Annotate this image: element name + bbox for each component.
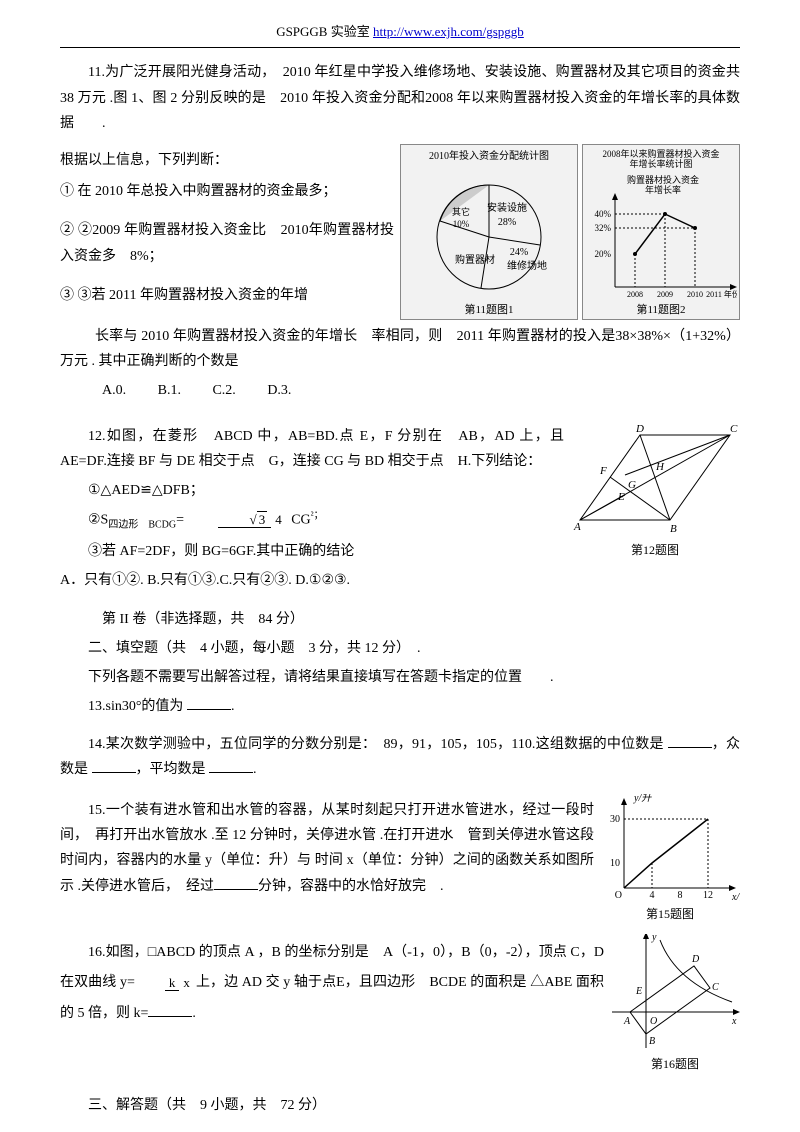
svg-text:10%: 10% (453, 219, 470, 229)
q11-text: 11.为广泛开展阳光健身活动， 2010 年红星中学投入维修场地、安装设施、购置… (60, 60, 740, 136)
svg-text:D: D (691, 954, 700, 965)
choice-A: A.0. (102, 383, 126, 398)
svg-text:10: 10 (610, 858, 620, 869)
svg-text:2011 年份: 2011 年份 (706, 289, 737, 299)
svg-text:2008: 2008 (627, 290, 643, 299)
svg-text:2008年以来购置器材投入资金: 2008年以来购置器材投入资金 (602, 148, 719, 159)
svg-text:B: B (649, 1036, 655, 1047)
svg-text:30: 30 (610, 814, 620, 825)
choice-C: C.2. (212, 383, 235, 398)
choice-B: B.1. (158, 383, 181, 398)
svg-text:购置器材投入资金: 购置器材投入资金 (627, 174, 699, 185)
line-caption: 第11题图2 (636, 302, 685, 316)
svg-text:E: E (635, 986, 642, 997)
svg-text:F: F (599, 465, 607, 477)
sec2-note: 下列各题不需要写出解答过程，请将结果直接填写在答题卡指定的位置 . (60, 665, 740, 690)
svg-text:32%: 32% (595, 223, 612, 233)
svg-text:2010: 2010 (687, 290, 703, 299)
pie-title: 2010年投入资金分配统计图 (429, 149, 549, 162)
q11-s1: ① 在 2010 年总投入中购置器材的资金最多； (60, 179, 394, 204)
q15: 15.一个装有进水管和出水管的容器，从某时刻起只打开进水管进水，经过一段时间， … (60, 794, 740, 926)
q16-figure: A B C D E O x y 第16题图 (610, 934, 740, 1076)
pie-chart-panel: 2010年投入资金分配统计图 安装设施 28% 其它 10% 24% 维修场地 … (400, 144, 578, 320)
svg-text:24%: 24% (510, 247, 528, 258)
q16-text: 16.如图，□ABCD 的顶点 A ，B 的坐标分别是 A（-1，0），B（0，… (60, 938, 604, 1030)
svg-text:A: A (623, 1016, 631, 1027)
blank (187, 696, 231, 710)
rhombus-figure: A B C D E F G H (570, 420, 740, 540)
header-link[interactable]: http://www.exjh.com/gspggb (373, 24, 524, 39)
svg-text:O: O (615, 890, 622, 901)
svg-text:x/分: x/分 (731, 891, 740, 903)
svg-text:安装设施: 安装设施 (487, 201, 527, 214)
q12: 12.如图，在菱形 ABCD 中，AB=BD.点 E，F 分别在 AB，AD 上… (60, 420, 740, 597)
svg-text:40%: 40% (595, 209, 612, 219)
q11-choices: A.0. B.1. C.2. D.3. (60, 378, 740, 403)
sec2-title: 第 II 卷（非选择题，共 84 分） (60, 607, 740, 632)
q16-graph: A B C D E O x y (610, 934, 740, 1054)
q15-figure: y/升 x/分 30 10 O 4 8 12 第15题图 (600, 794, 740, 926)
page-header: GSPGGB 实验室 http://www.exjh.com/gspggb (60, 20, 740, 48)
q11-s3b: 长率与 2010 年购置器材投入资金的年增长 率相同，则 2011 年购置器材的… (60, 324, 740, 374)
q12-opts: A．只有①②. B.只有①③.C.只有②③. D.①②③. (60, 568, 564, 593)
svg-text:C: C (712, 982, 719, 993)
q14: 14.某次数学测验中，五位同学的分数分别是： 89，91，105，105，110… (60, 732, 740, 782)
q11-intro: 根据以上信息，下列判断： (60, 148, 394, 173)
svg-text:8: 8 (678, 890, 683, 901)
svg-text:年增长率统计图: 年增长率统计图 (629, 158, 692, 169)
svg-text:维修场地: 维修场地 (507, 259, 547, 272)
svg-text:12: 12 (703, 890, 713, 901)
svg-text:O: O (650, 1016, 657, 1027)
svg-text:A: A (573, 521, 581, 533)
svg-text:28%: 28% (498, 217, 516, 228)
q15-text: 15.一个装有进水管和出水管的容器，从某时刻起只打开进水管进水，经过一段时间， … (60, 798, 594, 899)
q11-s3: ③ ③若 2011 年购置器材投入资金的年增 (60, 283, 394, 308)
line-chart: 2008年以来购置器材投入资金 年增长率统计图 购置器材投入资金 年增长率 40… (585, 147, 737, 317)
svg-text:x: x (731, 1016, 737, 1027)
svg-text:年增长率: 年增长率 (645, 184, 681, 195)
svg-text:购置器材: 购置器材 (455, 253, 495, 266)
q12-s3: ③若 AF=2DF，则 BG=6GF.其中正确的结论 (60, 539, 564, 564)
pie-caption: 第11题图1 (464, 302, 513, 316)
svg-text:C: C (730, 423, 738, 435)
svg-text:D: D (635, 423, 644, 435)
q12-caption: 第12题图 (570, 540, 740, 562)
q12-text: 12.如图，在菱形 ABCD 中，AB=BD.点 E，F 分别在 AB，AD 上… (60, 424, 564, 474)
svg-text:2009: 2009 (657, 290, 673, 299)
choice-D: D.3. (267, 383, 291, 398)
q12-figure: A B C D E F G H 第12题图 (570, 420, 740, 562)
q11-row: 根据以上信息，下列判断： ① 在 2010 年总投入中购置器材的资金最多； ② … (60, 144, 740, 320)
svg-text:H: H (655, 461, 665, 473)
pie-chart: 2010年投入资金分配统计图 安装设施 28% 其它 10% 24% 维修场地 … (403, 147, 575, 317)
svg-text:4: 4 (650, 890, 655, 901)
q11-s2: ② ②2009 年购置器材投入资金比 2010年购置器材投入资金多 8%； (60, 218, 394, 268)
svg-text:其它: 其它 (452, 206, 470, 217)
svg-text:y: y (651, 934, 657, 943)
sec2-fill: 二、填空题（共 4 小题，每小题 3 分，共 12 分） . (60, 636, 740, 661)
line-chart-panel: 2008年以来购置器材投入资金 年增长率统计图 购置器材投入资金 年增长率 40… (582, 144, 740, 320)
q16: 16.如图，□ABCD 的顶点 A ，B 的坐标分别是 A（-1，0），B（0，… (60, 934, 740, 1076)
q11: 11.为广泛开展阳光健身活动， 2010 年红星中学投入维修场地、安装设施、购置… (60, 60, 740, 136)
svg-text:y/升: y/升 (633, 794, 652, 804)
svg-text:20%: 20% (595, 249, 612, 259)
q12-s2: ②S四边形 BCDG= 34 CG²； (60, 507, 564, 534)
q13: 13.sin30°的值为 . (60, 694, 740, 719)
svg-text:G: G (628, 479, 636, 491)
q16-caption: 第16题图 (610, 1054, 740, 1076)
sec3-title: 三、解答题（共 9 小题，共 72 分） (60, 1093, 740, 1118)
q15-graph: y/升 x/分 30 10 O 4 8 12 (600, 794, 740, 904)
lab-name: GSPGGB 实验室 (276, 24, 370, 39)
q15-caption: 第15题图 (600, 904, 740, 926)
q12-s1: ①△AED≌△DFB； (60, 478, 564, 503)
svg-text:E: E (617, 491, 625, 503)
svg-text:B: B (670, 523, 677, 535)
